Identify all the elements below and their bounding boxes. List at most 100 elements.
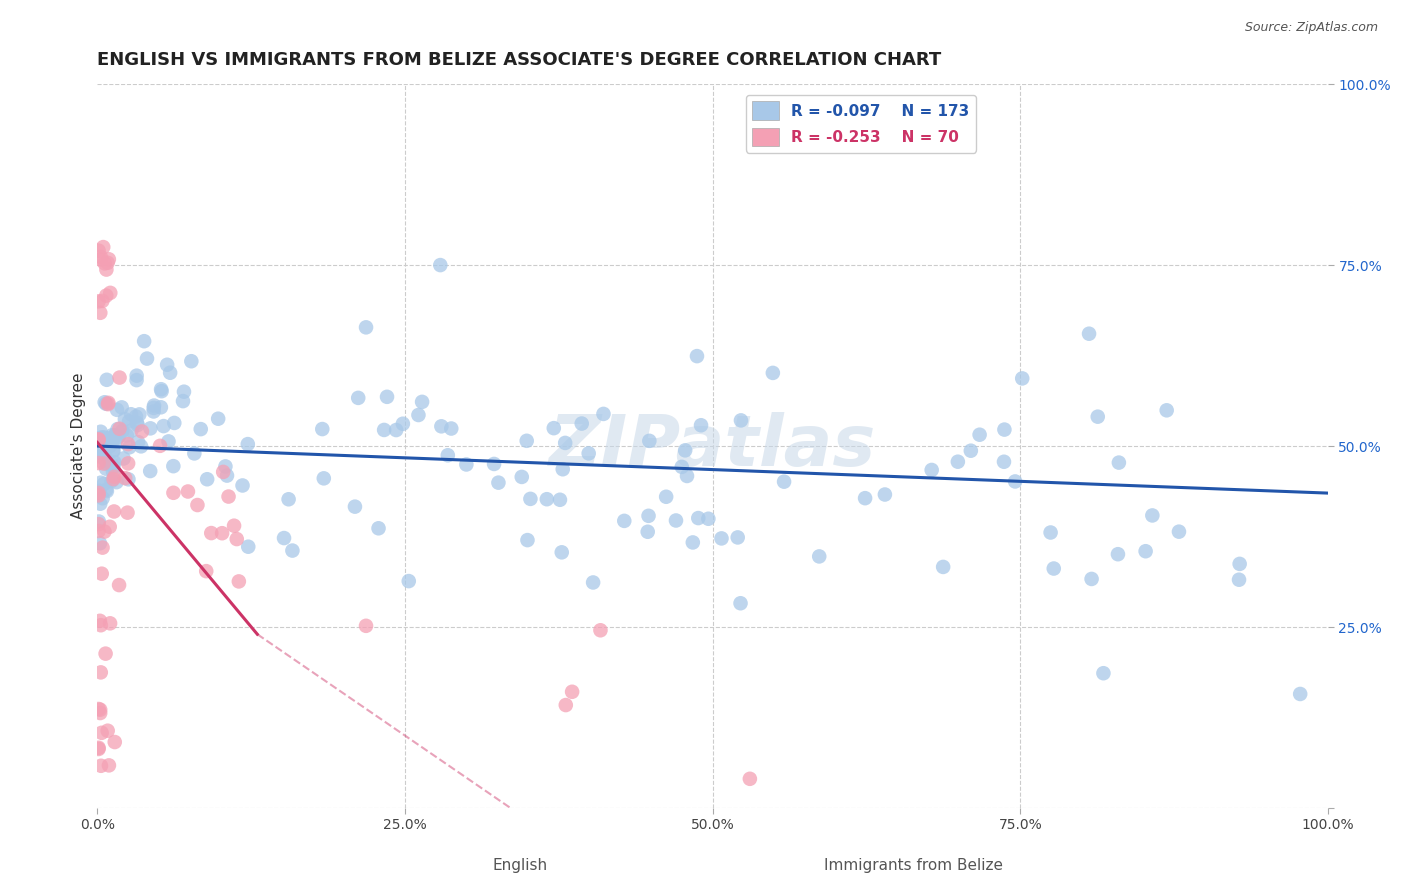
Point (115, 428, 138, 442)
Point (177, 484, 200, 499)
Text: ENGLISH VS IMMIGRANTS FROM BELIZE ASSOCIATE'S DEGREE CORRELATION CHART: ENGLISH VS IMMIGRANTS FROM BELIZE ASSOCI… (97, 51, 942, 69)
Point (97, 723, 120, 738)
Point (236, 437, 259, 451)
Point (690, 418, 713, 433)
Point (993, 455, 1015, 469)
Point (94, 397, 117, 411)
Point (87, 515, 110, 529)
Point (697, 512, 720, 526)
Point (1039, 525, 1062, 540)
Point (107, 430, 129, 444)
Point (139, 421, 162, 435)
Point (536, 492, 558, 507)
Point (157, 434, 180, 449)
Point (519, 491, 541, 506)
Point (125, 409, 148, 424)
Point (1078, 326, 1101, 341)
Point (211, 526, 233, 541)
Point (98, 285, 121, 300)
Point (688, 511, 710, 525)
Point (554, 698, 576, 712)
Point (120, 407, 142, 421)
Point (131, 425, 153, 439)
Point (408, 408, 430, 422)
Point (277, 492, 299, 507)
Point (87, 488, 110, 502)
Point (96, 373, 118, 387)
Point (97, 397, 120, 411)
Point (97, 256, 120, 270)
Point (1080, 572, 1102, 586)
Point (104, 428, 127, 442)
Point (225, 532, 247, 546)
Point (214, 459, 236, 474)
Point (1156, 403, 1178, 417)
Point (90, 252, 112, 267)
Point (136, 351, 159, 366)
Point (773, 475, 796, 489)
Point (665, 514, 688, 528)
Point (392, 417, 415, 431)
Point (638, 434, 661, 448)
Point (111, 401, 134, 415)
Point (87, 450, 110, 464)
Point (89, 703, 111, 717)
Point (172, 394, 194, 409)
Point (108, 578, 131, 592)
Point (149, 401, 172, 415)
Point (125, 368, 148, 383)
Point (173, 384, 195, 399)
Point (93, 256, 115, 270)
Point (959, 443, 981, 458)
Point (578, 446, 600, 460)
Point (231, 478, 253, 492)
Point (100, 474, 122, 488)
Point (127, 417, 149, 432)
Point (932, 560, 955, 574)
Point (411, 395, 433, 409)
Point (710, 532, 733, 546)
Point (1092, 666, 1115, 681)
Point (93, 477, 115, 491)
Point (373, 423, 395, 437)
Point (571, 417, 593, 431)
Point (93, 395, 115, 409)
Point (873, 487, 896, 501)
Point (592, 407, 614, 421)
Point (90, 618, 112, 632)
Point (101, 443, 124, 458)
Point (117, 456, 139, 470)
Point (215, 468, 238, 483)
Point (91, 240, 114, 254)
Point (637, 508, 659, 523)
Point (103, 459, 125, 474)
Point (440, 421, 463, 435)
Point (543, 421, 565, 435)
Point (129, 439, 152, 453)
Point (125, 416, 148, 430)
Point (1108, 456, 1130, 470)
Point (162, 485, 184, 500)
Point (551, 462, 574, 476)
Point (117, 472, 139, 486)
Point (808, 549, 831, 564)
Point (367, 521, 389, 535)
Point (105, 402, 128, 417)
Point (125, 373, 148, 387)
Point (385, 423, 408, 437)
Point (142, 401, 165, 415)
Point (195, 564, 218, 578)
Point (548, 492, 571, 507)
Point (637, 524, 659, 539)
Point (91, 491, 114, 506)
Text: Immigrants from Belize: Immigrants from Belize (824, 858, 1004, 872)
Point (89, 439, 111, 453)
Point (89, 306, 111, 320)
Point (150, 384, 173, 399)
Point (127, 435, 149, 450)
Point (87, 445, 110, 459)
Point (87, 433, 110, 447)
Point (90, 726, 112, 740)
Point (96, 457, 118, 471)
Point (488, 475, 510, 490)
